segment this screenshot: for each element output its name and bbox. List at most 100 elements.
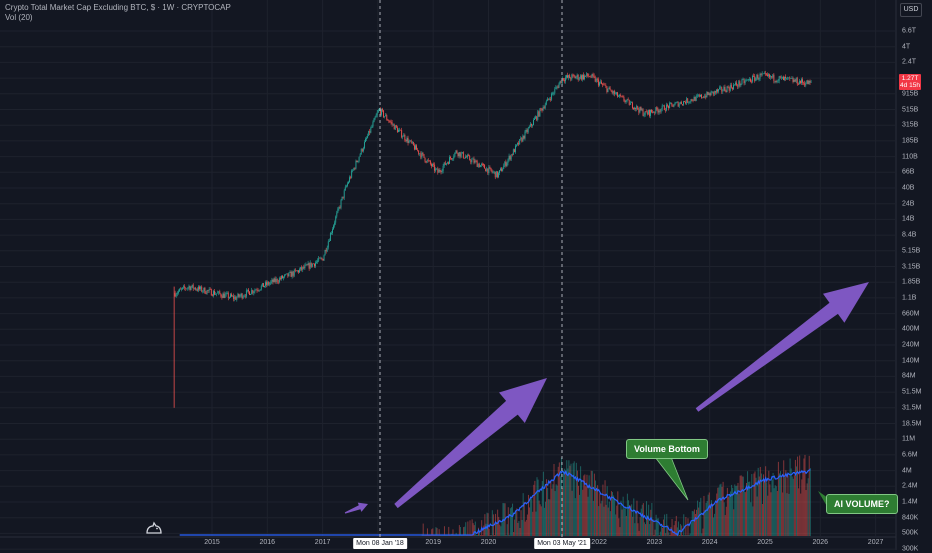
candle-body: [511, 154, 513, 156]
currency-button[interactable]: USD: [900, 3, 922, 17]
candle-body: [661, 105, 663, 109]
candle-body: [677, 101, 679, 107]
volume-bar: [799, 455, 801, 536]
volume-bar: [485, 523, 487, 536]
candle-body: [809, 80, 811, 83]
ai-volume-callout[interactable]: AI VOLUME?: [826, 494, 898, 514]
candle-body: [804, 83, 806, 86]
candle-body: [402, 136, 404, 138]
volume-bar: [750, 502, 752, 536]
volume-bar: [530, 497, 532, 536]
candle-body: [376, 112, 378, 116]
volume-bar: [515, 512, 517, 536]
volume-bar: [736, 485, 738, 536]
volume-bar: [540, 506, 542, 536]
candle-body: [201, 286, 203, 292]
volume-bar: [653, 535, 655, 536]
volume-bar: [663, 519, 665, 536]
candle-body: [579, 75, 581, 79]
candle-body: [543, 107, 545, 109]
volume-bar: [785, 470, 787, 536]
candle-body: [673, 105, 675, 107]
candle-body: [568, 75, 570, 78]
candle-body: [569, 75, 571, 79]
candle-body: [482, 164, 483, 165]
candle-body: [222, 293, 224, 298]
candle-body: [795, 78, 797, 82]
volume-bottom-callout[interactable]: Volume Bottom: [626, 439, 708, 459]
volume-bar: [673, 525, 675, 536]
candle-body: [238, 293, 240, 297]
volume-indicator-label[interactable]: Vol (20): [5, 13, 33, 22]
candle-body: [239, 295, 241, 297]
volume-bar: [686, 535, 688, 536]
tradingview-logo-icon[interactable]: [145, 520, 163, 536]
candle-body: [272, 279, 274, 283]
candle-body: [336, 212, 338, 217]
volume-bar: [693, 509, 695, 536]
y-tick-label: 660M: [902, 310, 920, 318]
y-tick-label: 1.1B: [902, 294, 917, 302]
candle-body: [233, 295, 235, 299]
candle-body: [797, 84, 799, 85]
candle-body: [182, 287, 184, 289]
candle-body: [500, 168, 502, 171]
candle-body: [418, 150, 420, 154]
volume-bar: [609, 511, 611, 536]
candle-body: [181, 288, 182, 290]
candle-body: [341, 196, 343, 201]
candle-body: [488, 167, 490, 174]
volume-bar: [640, 508, 642, 536]
volume-bar: [549, 499, 551, 536]
candle-body: [419, 153, 421, 154]
candle-body: [292, 271, 294, 276]
volume-bar: [652, 519, 654, 536]
candle-body: [338, 207, 340, 209]
volume-bar: [508, 534, 510, 536]
candle-body: [607, 88, 609, 93]
candle-body: [541, 108, 543, 111]
volume-bar: [624, 506, 626, 536]
candle-body: [503, 165, 505, 170]
volume-bar: [520, 510, 522, 536]
candle-body: [298, 270, 299, 273]
candle-body: [343, 190, 345, 198]
candle-body: [600, 81, 601, 83]
volume-bar: [546, 479, 548, 536]
candle-body: [534, 118, 536, 120]
volume-bar: [531, 498, 533, 536]
volume-bar: [747, 471, 749, 536]
candle-body: [637, 106, 639, 110]
volume-bar: [781, 475, 783, 536]
candle-body: [540, 108, 542, 109]
volume-bar: [656, 518, 658, 536]
candle-body: [365, 138, 366, 142]
volume-bar: [714, 513, 716, 536]
candle-body: [207, 290, 209, 291]
volume-bar: [615, 514, 617, 536]
volume-bar: [512, 503, 514, 536]
volume-bar: [469, 520, 471, 536]
candle-body: [567, 75, 569, 78]
candle-body: [296, 270, 298, 272]
volume-bar: [529, 507, 531, 536]
volume-bar: [438, 529, 440, 536]
candle-body: [572, 74, 574, 76]
volume-bar: [610, 491, 612, 536]
volume-bar: [452, 529, 454, 536]
volume-bar: [524, 521, 526, 536]
candle-body: [421, 152, 423, 158]
volume-bar: [564, 468, 566, 536]
candle-body: [653, 111, 655, 113]
volume-bar: [740, 475, 742, 536]
candle-body: [293, 269, 295, 276]
candle-body: [660, 108, 662, 112]
candle-body: [793, 79, 795, 82]
candle-body: [490, 167, 492, 171]
candle-body: [429, 160, 431, 164]
candle-body: [710, 91, 712, 96]
volume-bar: [742, 476, 744, 536]
volume-bar: [584, 474, 586, 536]
x-tick-label: 2015: [204, 539, 220, 546]
